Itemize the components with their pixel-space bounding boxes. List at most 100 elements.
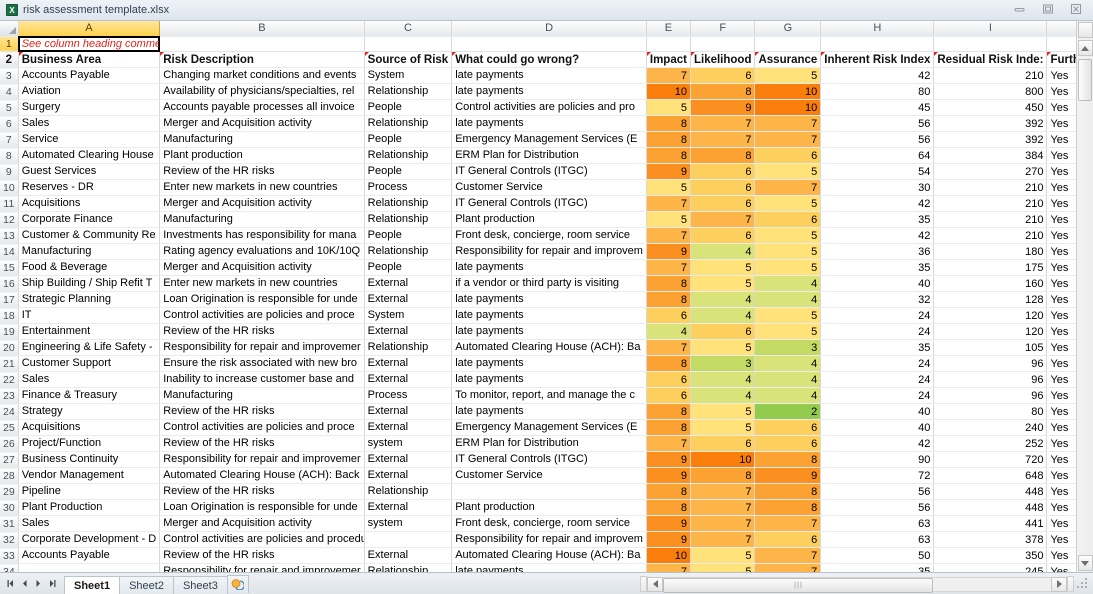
cell-c17[interactable]: External: [364, 291, 453, 309]
cell-a34[interactable]: [18, 563, 161, 572]
residual-risk-cell[interactable]: 350: [933, 547, 1048, 565]
risk-score-cell[interactable]: 5: [754, 163, 822, 181]
cell-c11[interactable]: Relationship: [364, 195, 453, 213]
table-row[interactable]: 33 Accounts Payable Review of the HR risks…: [0, 547, 1076, 565]
risk-score-cell[interactable]: 4: [690, 307, 756, 325]
cell-empty[interactable]: [933, 36, 1048, 53]
cell-b34[interactable]: Responsibility for repair and improvemer: [159, 563, 365, 572]
column-header-g[interactable]: G: [754, 21, 822, 37]
cell-d23[interactable]: To monitor, report, and manage the c: [451, 387, 647, 405]
risk-score-cell[interactable]: 6: [754, 435, 822, 453]
risk-score-cell[interactable]: 5: [690, 403, 756, 421]
risk-score-cell[interactable]: 4: [754, 275, 822, 293]
further-mitigation-cell[interactable]: Yes: [1046, 291, 1076, 309]
select-all-corner[interactable]: [0, 21, 19, 37]
risk-score-cell[interactable]: 6: [690, 195, 756, 213]
table-row[interactable]: 17 Strategic Planning Loan Origination is …: [0, 291, 1076, 309]
cell-empty[interactable]: [754, 36, 822, 53]
minimize-icon[interactable]: [1007, 1, 1033, 17]
inherent-risk-cell[interactable]: 24: [820, 323, 935, 341]
row-header-4[interactable]: 4: [0, 83, 19, 101]
cell-a31[interactable]: Sales: [18, 515, 161, 533]
cell-a22[interactable]: Sales: [18, 371, 161, 389]
cell-c26[interactable]: system: [364, 435, 453, 453]
inherent-risk-cell[interactable]: 63: [820, 531, 935, 549]
further-mitigation-cell[interactable]: Yes: [1046, 83, 1076, 101]
column-header-e[interactable]: E: [646, 21, 691, 37]
table-row[interactable]: 6 Sales Merger and Acquisition activity Rel…: [0, 115, 1076, 133]
risk-score-cell[interactable]: 5: [646, 99, 691, 117]
table-row[interactable]: 23 Finance & Treasury Manufacturing Process…: [0, 387, 1076, 405]
risk-score-cell[interactable]: 8: [690, 147, 756, 165]
risk-score-cell[interactable]: 7: [754, 547, 822, 565]
risk-score-cell[interactable]: 5: [754, 307, 822, 325]
residual-risk-cell[interactable]: 441: [933, 515, 1048, 533]
insert-worksheet-icon[interactable]: [226, 574, 249, 593]
cell-c25[interactable]: External: [364, 419, 453, 437]
inherent-risk-cell[interactable]: 56: [820, 483, 935, 501]
residual-risk-cell[interactable]: 648: [933, 467, 1048, 485]
cell-b31[interactable]: Merger and Acquisition activity: [159, 515, 365, 533]
cell-a19[interactable]: Entertainment: [18, 323, 161, 341]
risk-score-cell[interactable]: 9: [646, 451, 691, 469]
residual-risk-cell[interactable]: 210: [933, 179, 1048, 197]
risk-score-cell[interactable]: 7: [754, 131, 822, 149]
cell-b8[interactable]: Plant production: [159, 147, 365, 165]
cell-a20[interactable]: Engineering & Life Safety -: [18, 339, 161, 357]
risk-score-cell[interactable]: 10: [690, 451, 756, 469]
risk-score-cell[interactable]: 4: [646, 323, 691, 341]
table-header-row[interactable]: 2 Business Area Risk Description Source of …: [0, 51, 1076, 69]
risk-score-cell[interactable]: 4: [690, 371, 756, 389]
sheet-tab-sheet3[interactable]: Sheet3: [172, 575, 228, 594]
cell-d8[interactable]: ERM Plan for Distribution: [451, 147, 647, 165]
cell-c20[interactable]: Relationship: [364, 339, 453, 357]
residual-risk-cell[interactable]: 210: [933, 211, 1048, 229]
risk-score-cell[interactable]: 7: [646, 67, 691, 85]
last-sheet-icon[interactable]: [46, 577, 58, 591]
table-row[interactable]: 15 Food & Beverage Merger and Acquisition …: [0, 259, 1076, 277]
row-header-33[interactable]: 33: [0, 547, 19, 565]
risk-score-cell[interactable]: 8: [754, 451, 822, 469]
scroll-up-button[interactable]: [1077, 40, 1093, 56]
table-row[interactable]: 27 Business Continuity Responsibility for …: [0, 451, 1076, 469]
residual-risk-cell[interactable]: 180: [933, 243, 1048, 261]
sheet-tabs[interactable]: Sheet1 Sheet2 Sheet3: [64, 574, 228, 594]
row-header-27[interactable]: 27: [0, 451, 19, 469]
cell-d14[interactable]: Responsibility for repair and improvem: [451, 243, 647, 261]
cell-d12[interactable]: Plant production: [451, 211, 647, 229]
risk-score-cell[interactable]: 4: [754, 355, 822, 373]
risk-score-cell[interactable]: 5: [754, 259, 822, 277]
further-mitigation-cell[interactable]: Yes: [1046, 563, 1076, 572]
cell-b27[interactable]: Responsibility for repair and improvemer: [159, 451, 365, 469]
risk-score-cell[interactable]: 7: [754, 179, 822, 197]
risk-score-cell[interactable]: 5: [646, 211, 691, 229]
cell-c16[interactable]: External: [364, 275, 453, 293]
cell-c21[interactable]: External: [364, 355, 453, 373]
cell-empty[interactable]: [364, 36, 453, 53]
inherent-risk-cell[interactable]: 42: [820, 435, 935, 453]
risk-score-cell[interactable]: 8: [646, 419, 691, 437]
risk-score-cell[interactable]: 6: [690, 179, 756, 197]
cell-a24[interactable]: Strategy: [18, 403, 161, 421]
risk-score-cell[interactable]: 10: [754, 83, 822, 101]
cell-a12[interactable]: Corporate Finance: [18, 211, 161, 229]
cell-c9[interactable]: People: [364, 163, 453, 181]
risk-score-cell[interactable]: 7: [646, 195, 691, 213]
cell-c30[interactable]: External: [364, 499, 453, 517]
inherent-risk-cell[interactable]: 90: [820, 451, 935, 469]
cell-a11[interactable]: Acquisitions: [18, 195, 161, 213]
cell-d18[interactable]: late payments: [451, 307, 647, 325]
next-sheet-icon[interactable]: [32, 577, 44, 591]
further-mitigation-cell[interactable]: Yes: [1046, 451, 1076, 469]
table-row[interactable]: 11 Acquisitions Merger and Acquisition act…: [0, 195, 1076, 213]
risk-score-cell[interactable]: 5: [690, 547, 756, 565]
cell-a7[interactable]: Service: [18, 131, 161, 149]
cell-b10[interactable]: Enter new markets in new countries: [159, 179, 365, 197]
risk-score-cell[interactable]: 8: [646, 147, 691, 165]
risk-score-cell[interactable]: 9: [690, 99, 756, 117]
cell-empty[interactable]: [646, 36, 691, 53]
row-header-21[interactable]: 21: [0, 355, 19, 373]
row-header-15[interactable]: 15: [0, 259, 19, 277]
further-mitigation-cell[interactable]: Yes: [1046, 147, 1076, 165]
cell-d25[interactable]: Emergency Management Services (E: [451, 419, 647, 437]
